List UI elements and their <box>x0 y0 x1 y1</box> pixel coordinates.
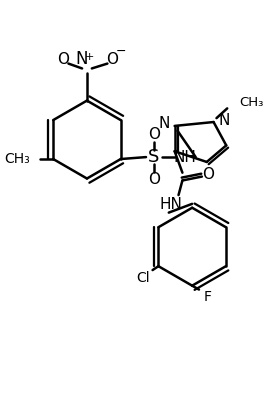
Text: Cl: Cl <box>136 271 150 285</box>
Text: S: S <box>148 148 159 166</box>
Text: NH: NH <box>174 150 196 165</box>
Text: N: N <box>218 112 230 128</box>
Text: O: O <box>106 52 118 67</box>
Text: N: N <box>158 116 170 131</box>
Text: HN: HN <box>159 197 182 212</box>
Text: CH₃: CH₃ <box>4 152 30 166</box>
Text: O: O <box>148 172 160 187</box>
Text: +: + <box>85 51 94 62</box>
Text: −: − <box>116 46 126 58</box>
Text: O: O <box>58 52 70 67</box>
Text: F: F <box>204 290 212 305</box>
Text: O: O <box>148 127 160 142</box>
Text: CH₃: CH₃ <box>239 96 263 109</box>
Text: N: N <box>76 50 88 69</box>
Text: O: O <box>202 167 214 182</box>
